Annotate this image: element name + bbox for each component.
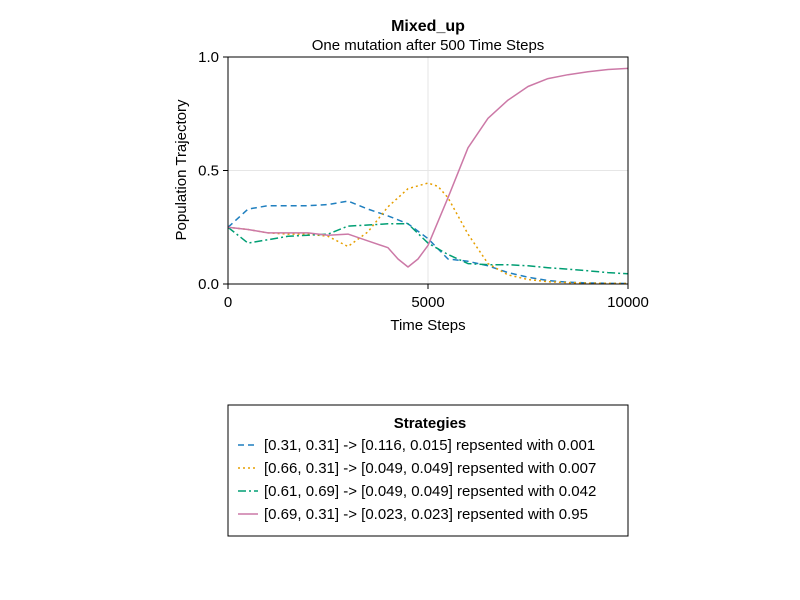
legend-item-2: [0.66, 0.31] -> [0.049, 0.049] repsented…: [238, 460, 596, 477]
y-tick-label: 0.5: [198, 163, 219, 180]
series-line-1: [227, 200, 629, 285]
legend-label: [0.66, 0.31] -> [0.049, 0.049] repsented…: [264, 460, 596, 477]
y-axis-label: Population Trajectory: [173, 99, 190, 240]
series-line-3: [227, 223, 629, 275]
legend-label: [0.31, 0.31] -> [0.116, 0.015] repsented…: [264, 437, 595, 454]
legend-title: Strategies: [394, 415, 467, 432]
grid: [227, 56, 629, 285]
x-axis-label: Time Steps: [390, 317, 465, 334]
legend-item-3: [0.61, 0.69] -> [0.049, 0.049] repsented…: [238, 483, 596, 500]
x-tick-label: 5000: [411, 294, 444, 311]
legend: Strategies [0.31, 0.31] -> [0.116, 0.015…: [227, 404, 629, 537]
axis-ticks: 0 5000 10000 0.0 0.5 1.0: [198, 49, 649, 311]
legend-item-1: [0.31, 0.31] -> [0.116, 0.015] repsented…: [238, 437, 595, 454]
legend-label: [0.69, 0.31] -> [0.023, 0.023] repsented…: [264, 506, 588, 523]
y-tick-label: 1.0: [198, 49, 219, 66]
legend-label: [0.61, 0.69] -> [0.049, 0.049] repsented…: [264, 483, 596, 500]
chart-subtitle: One mutation after 500 Time Steps: [312, 37, 545, 54]
plot-area: [227, 67, 629, 285]
chart-title: Mixed_up: [391, 18, 465, 35]
series-line-2: [227, 182, 629, 285]
legend-box: [227, 404, 629, 537]
legend-item-4: [0.69, 0.31] -> [0.023, 0.023] repsented…: [238, 506, 588, 523]
y-tick-label: 0.0: [198, 276, 219, 293]
series-line-4: [227, 67, 629, 268]
x-tick-label: 10000: [607, 294, 649, 311]
x-tick-label: 0: [224, 294, 232, 311]
